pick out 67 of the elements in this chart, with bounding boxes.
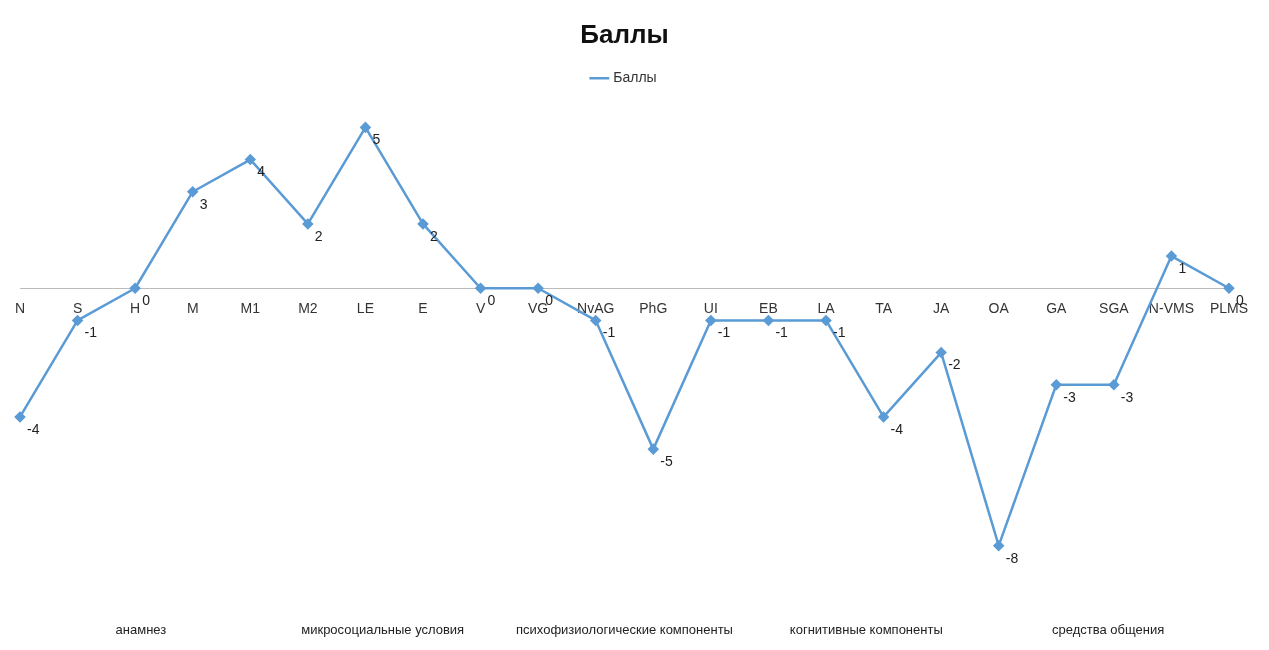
x-tick-label: JA xyxy=(932,299,950,316)
x-tick-label: PhG xyxy=(639,299,668,316)
data-label: 0 xyxy=(487,292,496,309)
point xyxy=(1166,250,1177,262)
data-label: -3 xyxy=(1063,388,1076,405)
point xyxy=(302,218,314,230)
text: средства общения xyxy=(1051,622,1165,638)
data-label: -8 xyxy=(1005,549,1019,566)
point xyxy=(993,540,1004,551)
point xyxy=(705,315,717,326)
point xyxy=(14,411,26,423)
data-label: -5 xyxy=(660,452,673,469)
point xyxy=(935,347,947,358)
chart-title: Баллы xyxy=(580,18,669,49)
x-tick-label: OA xyxy=(988,299,1010,316)
point xyxy=(820,315,832,326)
data-label: -1 xyxy=(775,324,789,341)
data-label: -1 xyxy=(833,324,846,341)
data-label: -4 xyxy=(27,420,40,437)
x-tick-label: V xyxy=(475,299,486,316)
point xyxy=(590,315,601,326)
x-tick-label: EB xyxy=(759,299,778,316)
data-label: -3 xyxy=(1120,388,1134,405)
point xyxy=(72,315,83,326)
point xyxy=(360,122,371,133)
data-label: -1 xyxy=(602,324,616,341)
x-tick-label: N xyxy=(14,299,26,316)
data-label: -4 xyxy=(890,420,904,437)
x-tick-label: TA xyxy=(875,299,893,316)
data-label: 2 xyxy=(314,227,323,244)
data-label: 1 xyxy=(1178,259,1187,276)
point xyxy=(129,283,141,294)
legend-label: Баллы xyxy=(613,69,657,86)
x-tick-label: M2 xyxy=(298,299,318,316)
x-tick-label: N-VMS xyxy=(1148,299,1194,316)
data-label: 3 xyxy=(199,195,208,212)
x-tick-label: UI xyxy=(703,299,718,316)
data-label: 5 xyxy=(372,131,381,148)
data-label: -2 xyxy=(948,356,961,373)
x-tick-label: NvAG xyxy=(577,299,615,316)
text: когнитивные компоненты xyxy=(789,622,943,638)
x-tick-label: E xyxy=(418,299,428,316)
point xyxy=(1223,283,1235,294)
text: психофизиологические компоненты xyxy=(516,622,733,638)
point xyxy=(245,154,256,165)
point xyxy=(878,411,889,423)
point xyxy=(417,218,429,230)
data-label: -1 xyxy=(84,324,98,341)
point xyxy=(1108,379,1120,391)
x-tick-label: H xyxy=(130,299,141,316)
point xyxy=(1051,379,1062,391)
x-tick-label: LA xyxy=(817,299,836,316)
x-tick-label: M xyxy=(186,299,199,316)
point xyxy=(763,315,774,326)
point xyxy=(648,443,659,455)
text: анамнез xyxy=(115,622,167,638)
text: микросоциальные условия xyxy=(301,622,465,638)
data-label: 0 xyxy=(142,292,151,309)
x-tick-label: SGA xyxy=(1099,299,1130,316)
x-tick-label: GA xyxy=(1046,299,1068,316)
point xyxy=(532,283,544,294)
point xyxy=(187,186,198,197)
x-tick-label: LE xyxy=(356,299,374,316)
x-tick-label: S xyxy=(72,299,83,316)
x-tick-label: M1 xyxy=(240,299,261,316)
data-label: -1 xyxy=(717,324,731,341)
point xyxy=(475,283,486,294)
